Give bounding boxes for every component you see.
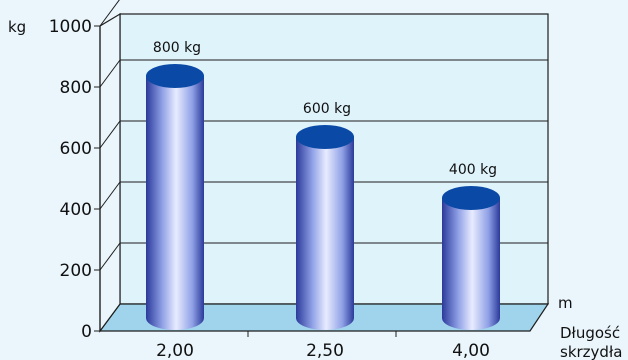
left-wall xyxy=(99,12,121,333)
gridline-diagonal xyxy=(99,242,121,271)
gridline-diagonal xyxy=(99,59,121,88)
data-label: 600 kg xyxy=(303,101,351,117)
y-tick-label: 0 xyxy=(81,322,92,342)
bars: 800 kg 600 kg 400 kg xyxy=(146,40,500,330)
bar-top xyxy=(442,186,500,210)
x-tick-label: 2,00 xyxy=(156,341,194,360)
bar-body xyxy=(442,198,500,330)
bar-body xyxy=(146,76,204,330)
bar-top xyxy=(146,64,204,88)
y-tick-label: 600 xyxy=(60,139,92,159)
x-axis-label-line2: skrzydła xyxy=(560,343,622,360)
bar-top xyxy=(296,125,354,149)
y-tick-label: 1000 xyxy=(49,17,92,37)
bar: 800 kg xyxy=(146,40,204,330)
x-axis: 2,00 2,50 4,00 xyxy=(156,331,490,360)
x-axis-unit: m xyxy=(558,294,573,312)
x-tick-label: 2,50 xyxy=(306,341,344,360)
gridline-diagonal xyxy=(99,181,121,210)
gridline-diagonal xyxy=(99,0,120,27)
y-tick-label: 800 xyxy=(60,78,92,98)
y-axis-label: kg xyxy=(8,18,26,36)
x-tick-label: 4,00 xyxy=(452,341,490,360)
bar: 600 kg xyxy=(296,101,354,330)
data-label: 400 kg xyxy=(449,162,497,178)
y-axis: 0 200 400 600 800 1000 xyxy=(49,17,101,342)
bar: 400 kg xyxy=(442,162,500,330)
x-axis-label-line1: Długość xyxy=(560,324,620,342)
gridline-diagonal xyxy=(99,120,121,149)
bar-body xyxy=(296,137,354,330)
y-tick-label: 400 xyxy=(60,200,92,220)
y-tick-label: 200 xyxy=(60,261,92,281)
data-label: 800 kg xyxy=(153,40,201,56)
